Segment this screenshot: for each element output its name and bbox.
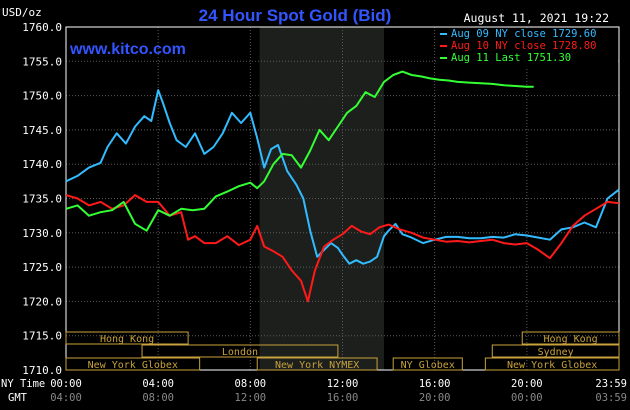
y-tick-label: 1740.0 <box>22 158 62 171</box>
x-tick-label-gmt: 08:00 <box>142 392 174 404</box>
series-layer <box>65 70 620 303</box>
legend-box <box>438 28 618 68</box>
session-label: London <box>222 347 258 358</box>
session-box <box>491 344 620 358</box>
x-tick-label-gmt: 12:00 <box>235 392 267 404</box>
site-watermark: www.kitco.com <box>69 41 186 58</box>
x-tick-label-ny: 16:00 <box>419 378 451 390</box>
x-tick-label-gmt: 20:00 <box>419 392 451 404</box>
x-tick-label-gmt: 16:00 <box>327 392 359 404</box>
session-box <box>65 357 201 371</box>
x-tick-label-gmt: 00:00 <box>511 392 543 404</box>
chart-title: 24 Hour Spot Gold (Bid) <box>199 6 392 25</box>
legend-entry: Aug 09 NY close 1729.60 <box>451 28 596 40</box>
y-tick-label: 1735.0 <box>22 193 62 206</box>
y-tick-label: 1760.0 <box>22 21 62 34</box>
y-tick-label: 1720.0 <box>22 295 62 308</box>
session-label: New York NYMEX <box>275 360 359 371</box>
session-label: New York Globex <box>88 360 178 371</box>
session-box <box>65 331 189 345</box>
y-axis-unit: USD/oz <box>2 6 42 19</box>
y-tick-label: 1750.0 <box>22 90 62 103</box>
x-axis-ticks: 00:00 04:00 04:00 08:00 08:00 12:00 12:00 16:00… <box>50 378 627 404</box>
x-tick-label-gmt: 03:59 <box>595 392 627 404</box>
session-box <box>521 331 620 345</box>
series-line-3 <box>65 70 534 232</box>
session-label: NY Globex <box>401 360 455 371</box>
y-tick-label: 1725.0 <box>22 261 62 274</box>
x-tick-label-ny: 08:00 <box>235 378 267 390</box>
session-box <box>141 344 339 358</box>
x-axis-row1-label: NY Time <box>1 378 45 390</box>
session-box <box>484 357 620 371</box>
session-box <box>392 357 463 371</box>
chart-timestamp: August 11, 2021 19:22 <box>464 11 609 25</box>
legend-entry: Aug 10 NY close 1728.80 <box>451 40 596 52</box>
y-tick-label: 1755.0 <box>22 55 62 68</box>
session-label: Hong Kong <box>544 334 598 345</box>
y-axis-ticks: 1760.0 1755.0 1750.0 1745.0 1740.0 1735.0 1730… <box>22 21 62 377</box>
x-tick-label-ny: 12:00 <box>327 378 359 390</box>
x-tick-label-gmt: 04:00 <box>50 392 82 404</box>
x-tick-label-ny: 00:00 <box>50 378 82 390</box>
y-tick-label: 1710.0 <box>22 364 62 377</box>
x-tick-label-ny: 04:00 <box>142 378 174 390</box>
y-tick-label: 1730.0 <box>22 227 62 240</box>
y-tick-label: 1715.0 <box>22 330 62 343</box>
session-box <box>256 357 378 371</box>
series-line-1 <box>65 89 620 265</box>
session-label: Hong Kong <box>100 334 154 345</box>
x-tick-label-ny: 20:00 <box>511 378 543 390</box>
session-label: New York Globex <box>507 360 597 371</box>
x-axis-row2-label: GMT <box>8 392 28 404</box>
series-line-2 <box>65 194 620 303</box>
x-tick-label-ny: 23:59 <box>595 378 627 390</box>
session-layer: Hong Kong Hong Kong London Sydney New York G… <box>65 331 620 371</box>
legend-entry: Aug 11 Last 1751.30 <box>451 52 571 64</box>
y-tick-label: 1745.0 <box>22 124 62 137</box>
session-label: Sydney <box>538 347 574 358</box>
